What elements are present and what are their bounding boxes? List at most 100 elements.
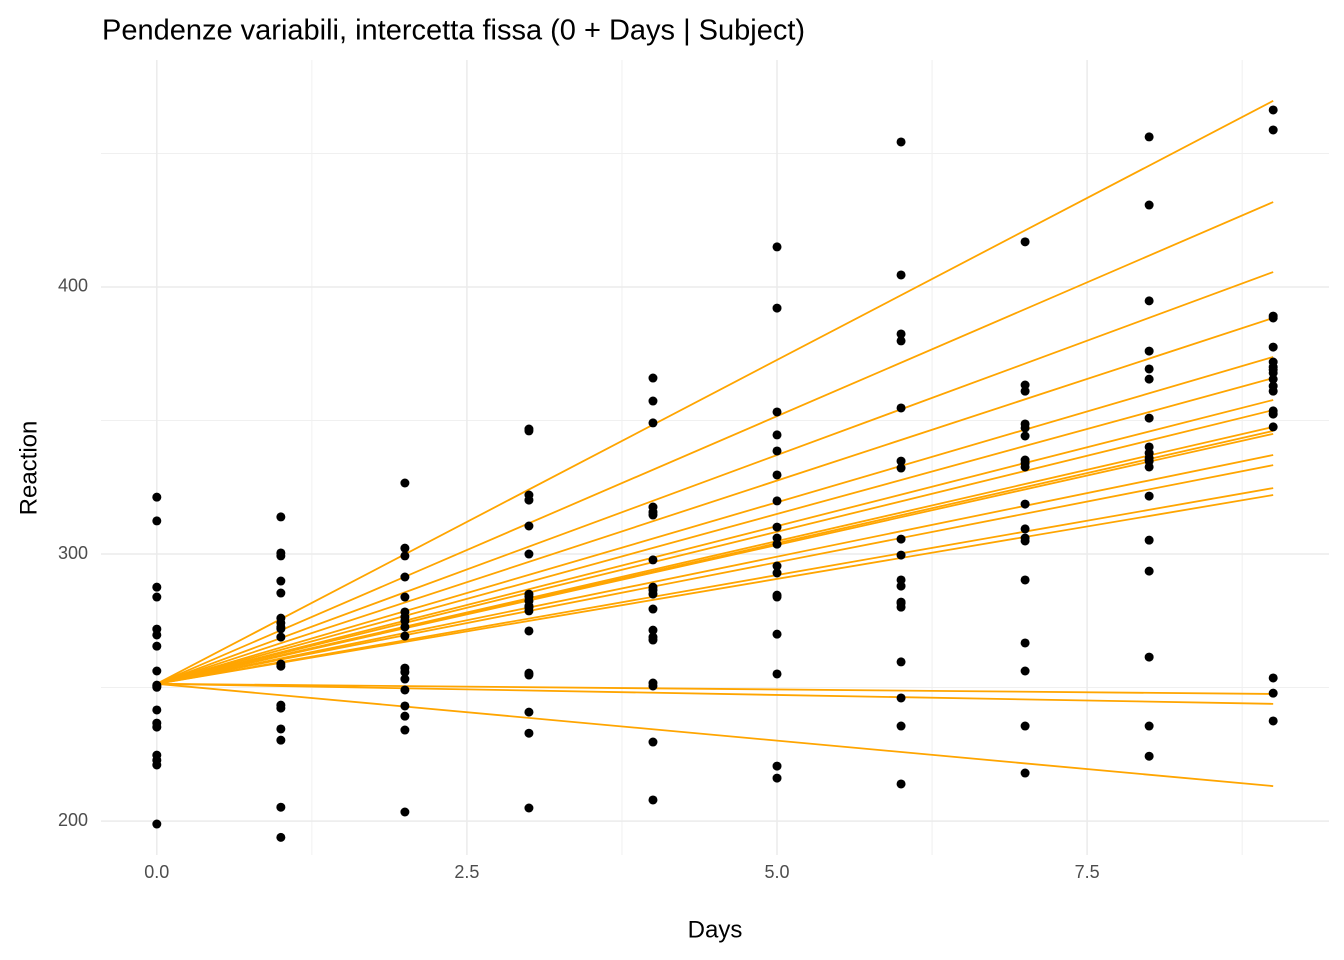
fit-line <box>156 487 1274 685</box>
point <box>772 761 782 771</box>
point <box>152 722 162 732</box>
point <box>524 602 534 612</box>
fit-line <box>156 454 1274 685</box>
point <box>648 589 658 599</box>
point <box>1268 716 1278 726</box>
point <box>1144 652 1154 662</box>
point <box>1144 296 1154 306</box>
point <box>524 670 534 680</box>
point <box>524 521 534 531</box>
point <box>1144 374 1154 384</box>
point <box>1268 673 1278 683</box>
point <box>1268 386 1278 396</box>
point <box>1020 237 1030 247</box>
point <box>1020 499 1030 509</box>
point <box>152 630 162 640</box>
point <box>896 550 906 560</box>
y-tick-label: 200 <box>58 810 88 830</box>
point <box>1268 105 1278 115</box>
point <box>772 539 782 549</box>
point <box>152 582 162 592</box>
point <box>1268 422 1278 432</box>
point <box>400 725 410 735</box>
fit-line <box>156 682 1274 787</box>
point <box>1020 638 1030 648</box>
point <box>1020 386 1030 396</box>
point <box>896 721 906 731</box>
point <box>648 373 658 383</box>
marks <box>152 100 1278 842</box>
point <box>276 832 286 842</box>
point <box>152 516 162 526</box>
point <box>1020 524 1030 534</box>
point <box>1020 431 1030 441</box>
fit-line <box>156 356 1274 685</box>
fit-line <box>156 432 1274 685</box>
point <box>772 470 782 480</box>
point <box>1268 313 1278 323</box>
x-tick-label: 5.0 <box>765 862 790 882</box>
point <box>772 592 782 602</box>
fit-line <box>156 494 1274 685</box>
fit-line <box>156 682 1274 705</box>
point <box>1268 125 1278 135</box>
point <box>772 522 782 532</box>
point <box>896 270 906 280</box>
point <box>1144 721 1154 731</box>
x-tick-label: 7.5 <box>1075 862 1100 882</box>
point <box>648 510 658 520</box>
point <box>896 403 906 413</box>
point <box>1020 768 1030 778</box>
point <box>152 492 162 502</box>
point <box>400 807 410 817</box>
point <box>1144 200 1154 210</box>
point <box>772 496 782 506</box>
point <box>648 555 658 565</box>
fit-line <box>156 377 1274 685</box>
point <box>648 635 658 645</box>
point <box>276 588 286 598</box>
point <box>400 685 410 695</box>
fit-line <box>156 464 1274 685</box>
grid <box>101 60 1329 855</box>
point <box>648 625 658 635</box>
point <box>152 666 162 676</box>
point <box>772 568 782 578</box>
point <box>1144 364 1154 374</box>
point <box>896 463 906 473</box>
point <box>1144 535 1154 545</box>
point <box>1144 751 1154 761</box>
point <box>896 657 906 667</box>
y-axis-title: Reaction <box>15 421 42 516</box>
point <box>1144 453 1154 463</box>
x-tick-label: 0.0 <box>144 862 169 882</box>
point <box>1020 533 1030 543</box>
point <box>896 336 906 346</box>
fit-line <box>156 201 1274 685</box>
point <box>1268 688 1278 698</box>
point <box>772 773 782 783</box>
point <box>400 667 410 677</box>
point <box>276 576 286 586</box>
point <box>648 681 658 691</box>
point <box>276 661 286 671</box>
x-tick-label: 2.5 <box>454 862 479 882</box>
point <box>152 641 162 651</box>
point <box>1268 409 1278 419</box>
point <box>524 626 534 636</box>
fit-line <box>156 317 1274 685</box>
point <box>1268 374 1278 384</box>
point <box>276 512 286 522</box>
point <box>400 711 410 721</box>
point <box>276 735 286 745</box>
point <box>524 707 534 717</box>
point <box>772 303 782 313</box>
point <box>1144 346 1154 356</box>
point <box>772 242 782 252</box>
point <box>1144 462 1154 472</box>
point <box>276 551 286 561</box>
y-tick-label: 400 <box>58 276 88 296</box>
point <box>772 561 782 571</box>
point <box>400 551 410 561</box>
point <box>1020 423 1030 433</box>
